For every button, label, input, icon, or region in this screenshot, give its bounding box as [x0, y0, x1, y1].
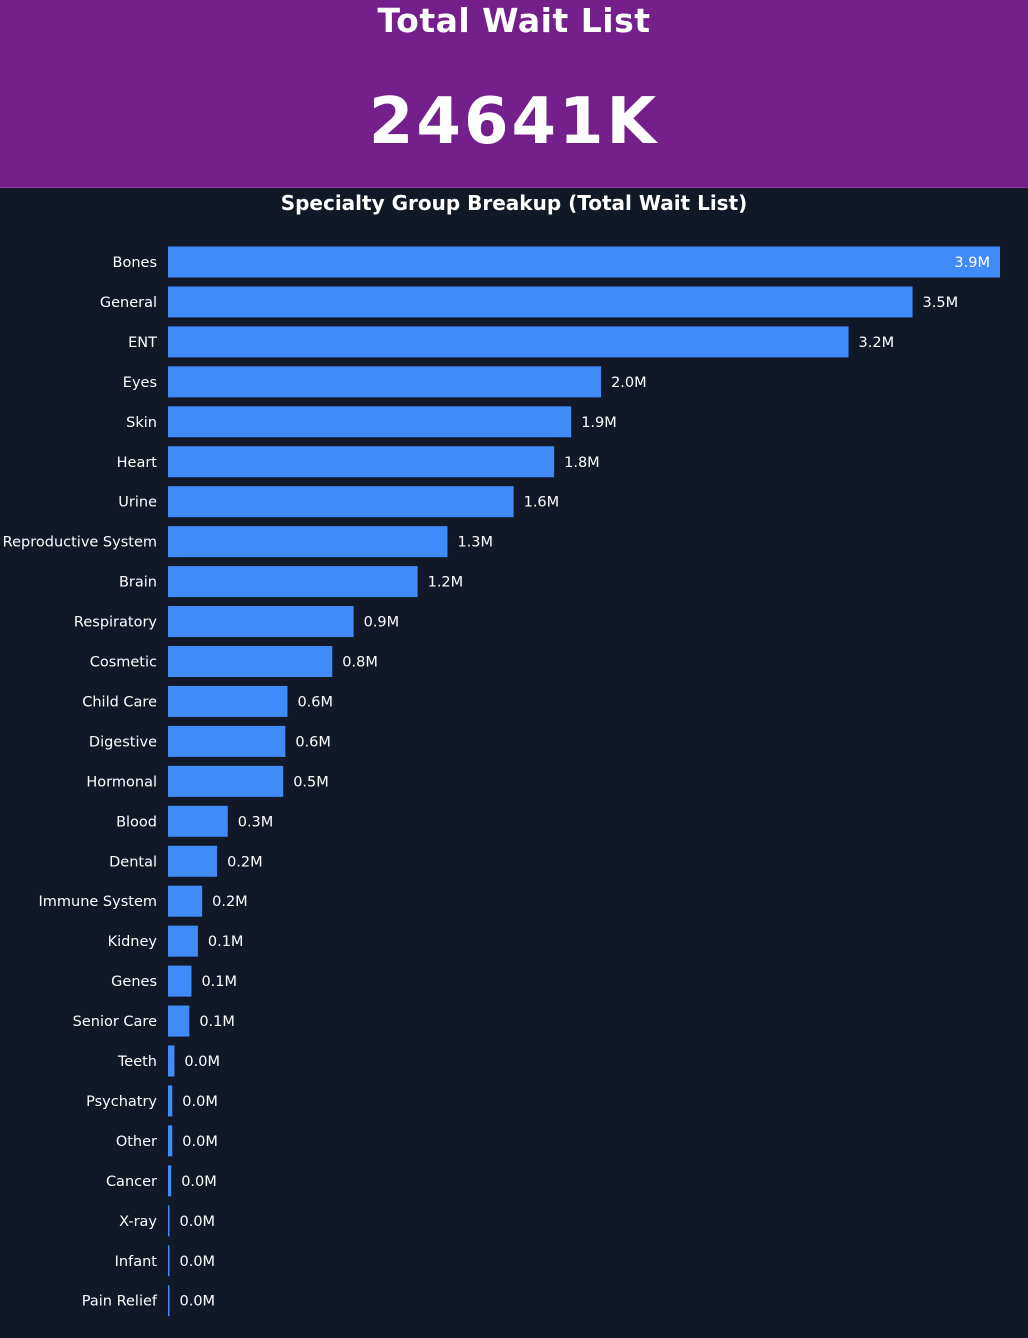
data-label: 0.0M: [180, 1254, 216, 1270]
data-label: 1.6M: [524, 495, 560, 511]
data-label: 0.6M: [297, 694, 333, 710]
data-label: 1.3M: [457, 535, 493, 551]
category-label: Infant: [115, 1254, 158, 1270]
category-label: Skin: [126, 415, 157, 431]
bar[interactable]: [168, 1245, 170, 1277]
category-label: Cosmetic: [90, 655, 157, 671]
kpi-value: 24641K: [368, 85, 660, 159]
category-label: Teeth: [117, 1054, 157, 1070]
data-label: 0.0M: [182, 1094, 218, 1110]
category-label: Child Care: [82, 694, 157, 710]
data-label: 0.1M: [208, 934, 244, 950]
category-label: X-ray: [119, 1214, 157, 1230]
bar[interactable]: [168, 765, 284, 797]
bar[interactable]: [168, 646, 333, 677]
category-label: Kidney: [108, 934, 158, 950]
bar[interactable]: [168, 1285, 170, 1317]
bar[interactable]: [168, 606, 354, 638]
category-label: Brain: [119, 575, 157, 591]
bar[interactable]: [168, 1045, 175, 1077]
category-label: Psychatry: [86, 1094, 157, 1110]
bar[interactable]: [168, 885, 203, 917]
bar[interactable]: [168, 845, 218, 877]
category-label: Dental: [109, 854, 157, 870]
bar[interactable]: [168, 366, 602, 398]
data-label: 0.3M: [238, 814, 274, 830]
bar[interactable]: [168, 1165, 172, 1197]
category-label: Urine: [118, 495, 157, 511]
bar-chart: Bones 3.9M General 3.5M ENT 3.2M Eyes 2.0M Skin 1…: [3, 246, 1000, 1317]
bar[interactable]: [168, 1085, 173, 1117]
data-label: 2.0M: [611, 375, 647, 391]
data-label: 1.2M: [428, 575, 464, 591]
bar[interactable]: [168, 566, 418, 598]
category-label: Blood: [116, 814, 157, 830]
chart-panel: Bones 3.9M General 3.5M ENT 3.2M Eyes 2.0M Skin 1…: [0, 188, 1028, 1338]
data-label: 3.9M: [954, 255, 990, 271]
bar[interactable]: [168, 286, 913, 318]
chart-title: Specialty Group Breakup (Total Wait List…: [280, 191, 748, 215]
data-label: 0.2M: [212, 894, 248, 910]
data-label: 0.2M: [227, 854, 263, 870]
bar[interactable]: [168, 406, 572, 438]
category-label: Senior Care: [73, 1014, 157, 1030]
data-label: 0.0M: [182, 1134, 218, 1150]
category-label: Heart: [117, 455, 158, 471]
data-label: 0.6M: [295, 734, 331, 750]
category-label: Other: [116, 1134, 157, 1150]
data-label: 0.0M: [184, 1054, 220, 1070]
kpi-card: Total Wait List 24641K: [0, 0, 1028, 188]
bar[interactable]: [168, 725, 286, 757]
category-label: ENT: [128, 335, 157, 351]
category-label: Digestive: [89, 734, 157, 750]
data-label: 0.8M: [342, 655, 378, 671]
kpi-title: Total Wait List: [377, 1, 651, 40]
data-label: 0.9M: [364, 615, 400, 631]
category-label: General: [100, 295, 157, 311]
data-label: 3.5M: [923, 295, 959, 311]
bar[interactable]: [168, 486, 514, 518]
data-label: 0.1M: [201, 974, 237, 990]
bar[interactable]: [168, 965, 192, 997]
category-label: Cancer: [106, 1174, 157, 1190]
category-label: Bones: [113, 255, 157, 271]
data-label: 1.9M: [581, 415, 617, 431]
bar[interactable]: [168, 925, 198, 957]
data-label: 0.0M: [180, 1294, 216, 1310]
bar[interactable]: [168, 246, 1000, 278]
bar[interactable]: [168, 526, 448, 558]
bar[interactable]: [168, 1205, 170, 1237]
data-label: 0.1M: [199, 1014, 235, 1030]
category-label: Respiratory: [74, 615, 157, 631]
bar[interactable]: [168, 805, 228, 837]
category-label: Hormonal: [86, 774, 157, 790]
category-label: Immune System: [38, 894, 157, 910]
category-label: Pain Relief: [82, 1294, 158, 1310]
bar[interactable]: [168, 446, 555, 478]
category-label: Genes: [111, 974, 157, 990]
category-label: Eyes: [123, 375, 157, 391]
category-label: Reproductive System: [3, 535, 157, 551]
data-label: 0.5M: [293, 774, 329, 790]
data-label: 0.0M: [180, 1214, 216, 1230]
bar[interactable]: [168, 1125, 173, 1157]
bar[interactable]: [168, 685, 288, 717]
data-label: 0.0M: [181, 1174, 217, 1190]
data-label: 1.8M: [564, 455, 600, 471]
bar[interactable]: [168, 1005, 190, 1037]
data-label: 3.2M: [859, 335, 895, 351]
bar[interactable]: [168, 326, 849, 358]
